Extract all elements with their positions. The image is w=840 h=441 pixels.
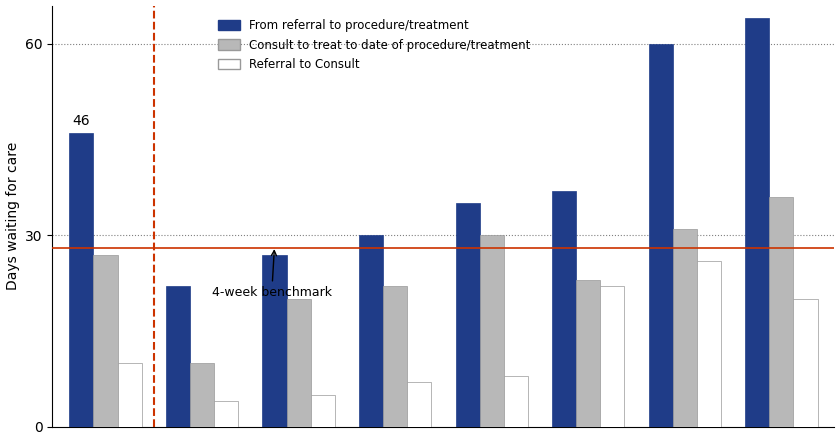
Bar <box>190 363 214 427</box>
Bar <box>93 254 118 427</box>
Text: 4-week benchmark: 4-week benchmark <box>212 250 332 299</box>
Bar <box>745 19 769 427</box>
Bar <box>311 395 335 427</box>
Bar <box>697 261 721 427</box>
Bar <box>552 191 576 427</box>
Bar <box>70 133 93 427</box>
Bar <box>286 299 311 427</box>
Bar <box>480 235 504 427</box>
Text: 46: 46 <box>72 114 90 128</box>
Bar <box>576 280 601 427</box>
Bar <box>601 287 624 427</box>
Bar <box>769 197 794 427</box>
Bar <box>359 235 383 427</box>
Bar <box>214 401 239 427</box>
Bar <box>118 363 142 427</box>
Legend: From referral to procedure/treatment, Consult to treat to date of procedure/trea: From referral to procedure/treatment, Co… <box>215 16 534 75</box>
Bar <box>504 376 528 427</box>
Bar <box>648 44 673 427</box>
Bar <box>262 254 286 427</box>
Bar <box>165 287 190 427</box>
Bar <box>673 229 697 427</box>
Bar <box>383 287 407 427</box>
Bar <box>407 382 432 427</box>
Y-axis label: Days waiting for care: Days waiting for care <box>6 142 19 290</box>
Bar <box>794 299 817 427</box>
Bar <box>455 203 480 427</box>
